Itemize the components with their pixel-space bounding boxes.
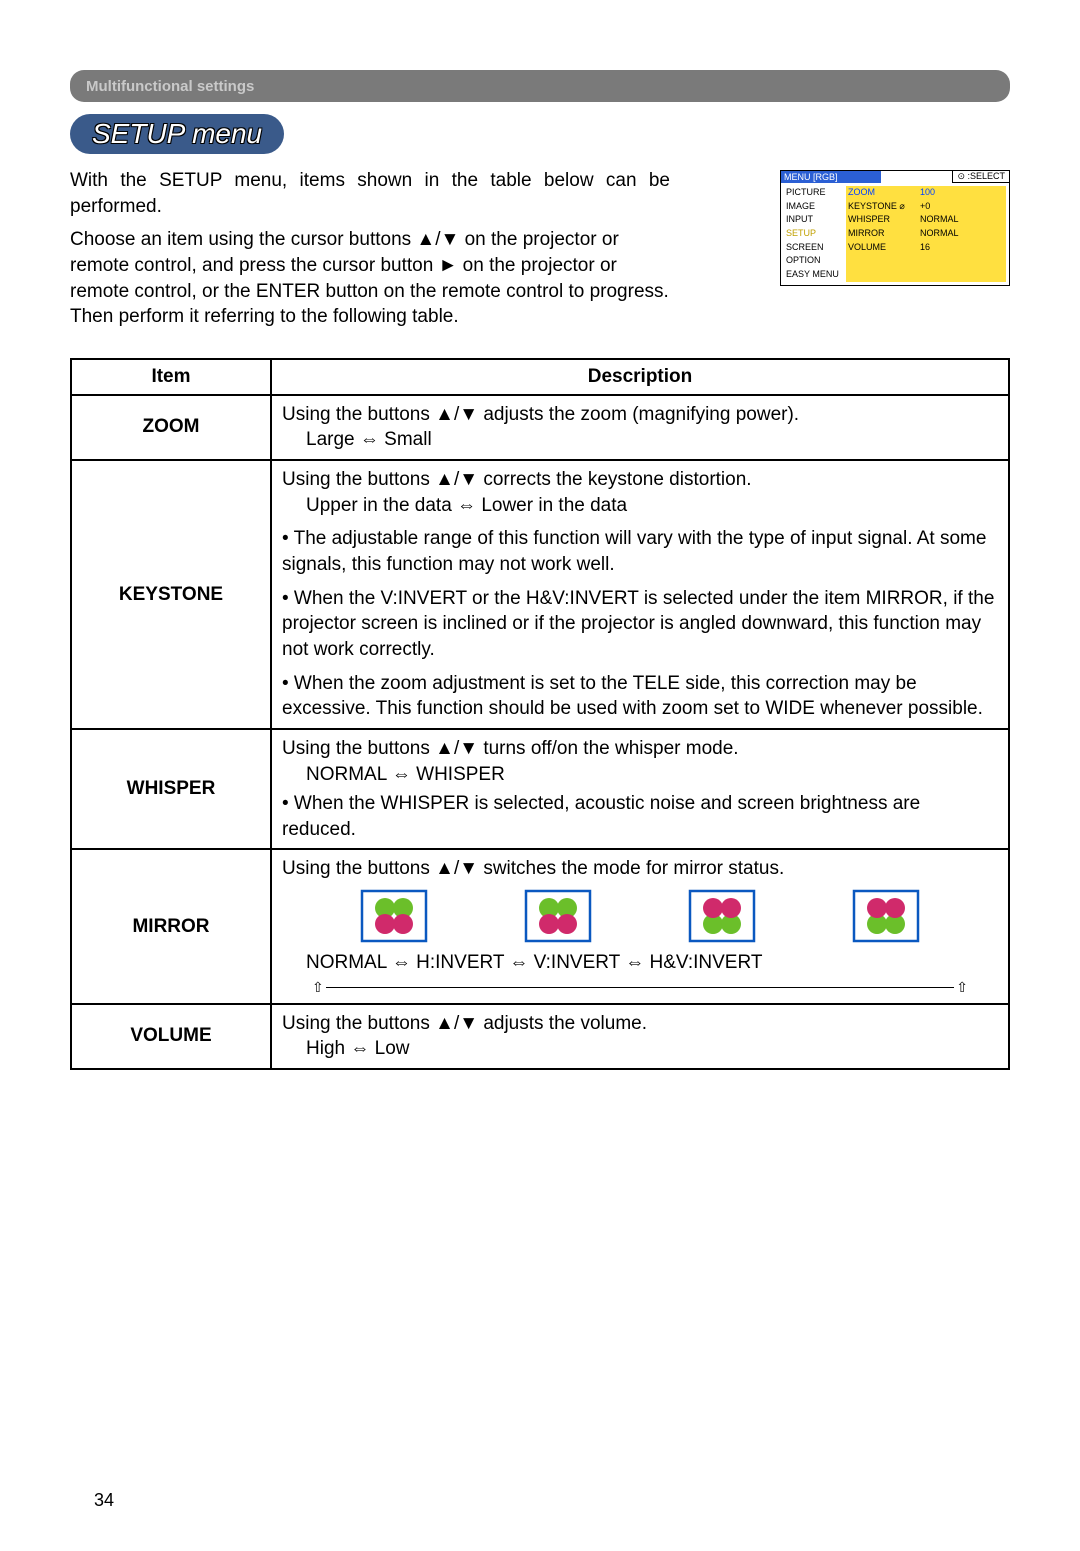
page-title: SETUP menu [92,118,262,149]
osd-item: WHISPER [846,213,918,227]
arrow-up-right-icon: ⇧ [956,978,968,997]
volume-line2: High ⇔ Low [282,1036,998,1062]
osd-item: SCREEN [784,241,846,255]
osd-val: NORMAL [918,227,1006,241]
row-volume-desc: Using the buttons ▲/▼ adjusts the volume… [271,1004,1009,1069]
mirror-fig-hinvert [523,888,593,944]
osd-col1: PICTURE IMAGE INPUT SETUP SCREEN OPTION … [784,186,846,282]
mirror-fig-hvinvert [851,888,921,944]
row-whisper-desc: Using the buttons ▲/▼ turns off/on the w… [271,729,1009,850]
row-mirror-item: MIRROR [71,849,271,1003]
row-whisper-item: WHISPER [71,729,271,850]
mirror-fig-normal [359,888,429,944]
setup-table: Item Description ZOOM Using the buttons … [70,358,1010,1070]
mirror-figures [312,888,968,944]
osd-header-label: MENU [RGB] [781,171,881,183]
whisper-line2: NORMAL ⇔ WHISPER [282,762,998,788]
keystone-line2: Upper in the data ⇔ Lower in the data [282,493,998,519]
osd-item: INPUT [784,213,846,227]
osd-item: MIRROR [846,227,918,241]
osd-select-label: ⊙ :SELECT [952,171,1009,183]
osd-val: NORMAL [918,213,1006,227]
mirror-modes: NORMAL ⇔ H:INVERT ⇔ V:INVERT ⇔ H&V:INVER… [282,950,998,976]
volume-line1: Using the buttons ▲/▼ adjusts the volume… [282,1011,998,1037]
osd-item: VOLUME [846,241,918,255]
zoom-line1: Using the buttons ▲/▼ adjusts the zoom (… [282,402,998,428]
osd-val: 16 [918,241,1006,255]
osd-item: EASY MENU [784,268,846,282]
arrow-up-left-icon: ⇧ [312,978,324,997]
keystone-b1: • The adjustable range of this function … [282,526,998,577]
whisper-b1: • When the WHISPER is selected, acoustic… [282,791,998,842]
row-keystone-item: KEYSTONE [71,460,271,729]
row-zoom-desc: Using the buttons ▲/▼ adjusts the zoom (… [271,395,1009,460]
osd-col3: 100 +0 NORMAL NORMAL 16 [918,186,1006,282]
osd-item-setup: SETUP [784,227,846,241]
osd-item: OPTION [784,254,846,268]
intro-paragraph-1: With the SETUP menu, items shown in the … [70,168,670,219]
th-item: Item [71,359,271,395]
osd-item: IMAGE [784,200,846,214]
osd-item: ZOOM [846,186,918,200]
intro-paragraph-2: Choose an item using the cursor buttons … [70,227,670,330]
zoom-line2: Large ⇔ Small [282,427,998,453]
banner-label: Multifunctional settings [86,78,254,95]
keystone-b3: • When the zoom adjustment is set to the… [282,671,998,722]
th-desc: Description [271,359,1009,395]
osd-item: PICTURE [784,186,846,200]
row-zoom-item: ZOOM [71,395,271,460]
keystone-b2: • When the V:INVERT or the H&V:INVERT is… [282,586,998,663]
row-keystone-desc: Using the buttons ▲/▼ corrects the keyst… [271,460,1009,729]
title-pill: SETUP menu [70,114,284,154]
osd-val: +0 [918,200,1006,214]
osd-item: KEYSTONE ⌀ [846,200,918,214]
keystone-line1: Using the buttons ▲/▼ corrects the keyst… [282,467,998,493]
mirror-line1: Using the buttons ▲/▼ switches the mode … [282,856,998,882]
title-row: SETUP menu [70,114,1010,154]
section-banner: Multifunctional settings [70,70,1010,102]
page-number: 34 [70,1490,1010,1511]
mirror-cycle-arrow: ⇧ ⇧ [312,978,968,997]
row-mirror-desc: Using the buttons ▲/▼ switches the mode … [271,849,1009,1003]
row-volume-item: VOLUME [71,1004,271,1069]
whisper-line1: Using the buttons ▲/▼ turns off/on the w… [282,736,998,762]
osd-val: 100 [918,186,1006,200]
osd-menu-screenshot: MENU [RGB] ⊙ :SELECT PICTURE IMAGE INPUT… [780,170,1010,286]
osd-col2: ZOOM KEYSTONE ⌀ WHISPER MIRROR VOLUME [846,186,918,282]
mirror-fig-vinvert [687,888,757,944]
